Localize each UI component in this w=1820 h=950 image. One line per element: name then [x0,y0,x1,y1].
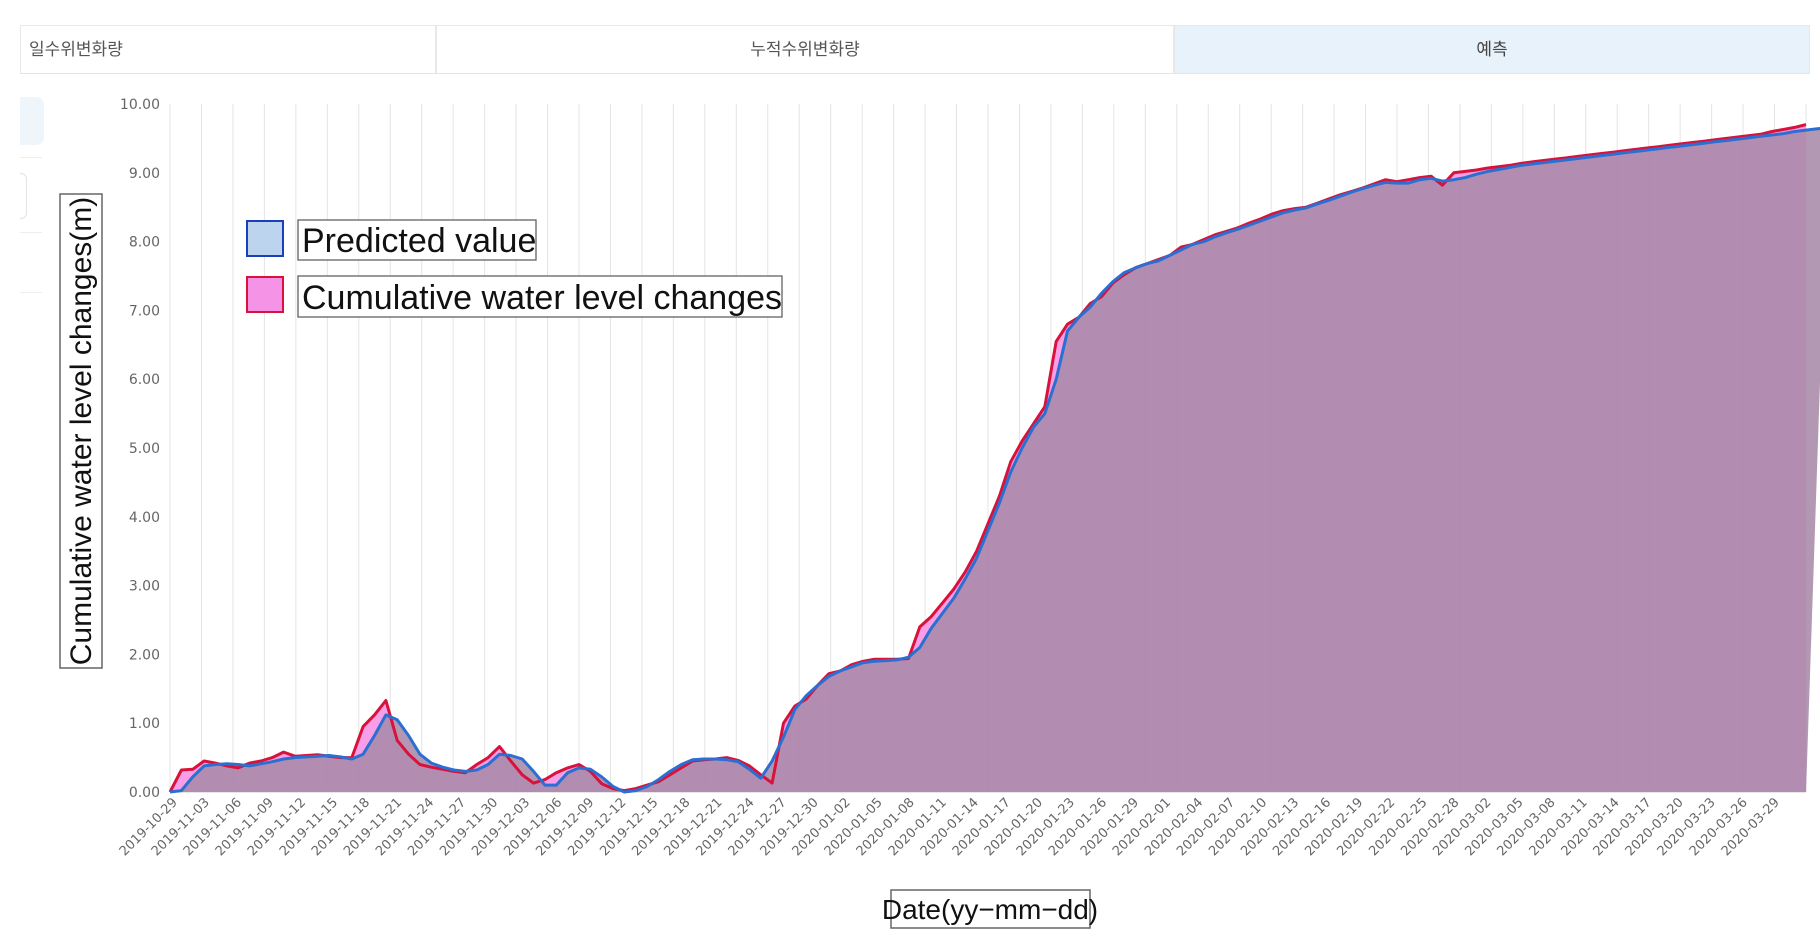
line-cumulative-water-level [168,123,1807,793]
area-predicted-value [170,128,1820,792]
tab-bar: 일수위변화량 누적수위변화량 예측 [20,25,1810,74]
y-tick-label: 0.00 [129,785,160,801]
y-tick-label: 2.00 [129,647,160,663]
side-panel-fragment [20,97,44,145]
x-axis-title: Date(yy−mm−dd) [882,894,1098,925]
y-tick-label: 10.00 [120,97,160,113]
tab-prediction[interactable]: 예측 [1174,25,1810,73]
y-tick-label: 7.00 [129,303,160,319]
y-tick-label: 3.00 [129,579,160,595]
y-tick-label: 6.00 [129,372,160,388]
legend-label-cumulative: Cumulative water level changes [302,279,782,317]
tab-daily-level-change[interactable]: 일수위변화량 [20,25,436,73]
legend-swatch-predicted [246,220,284,257]
y-tick-label: 5.00 [129,441,160,457]
legend-swatch-cumulative [246,276,284,313]
legend-label-predicted: Predicted value [302,222,536,260]
side-divider [20,292,42,293]
y-axis-ticks: 0.00 1.00 2.00 3.00 4.00 5.00 6.00 7.00 8.00 9.00… [120,97,160,801]
side-divider [20,157,42,158]
x-axis-title-box: Date(yy−mm−dd) [882,889,1098,929]
x-axis-ticks: 2019-10-292019-11-032019-11-062019-11-09… [117,795,1783,859]
y-tick-label: 4.00 [129,510,160,526]
legend: Predicted value Cumulative water level c… [246,219,783,318]
y-tick-label: 1.00 [129,716,160,732]
y-tick-label: 9.00 [129,166,160,182]
y-axis-title-box: Cumulative water level changes(m) [59,193,103,669]
y-tick-label: 8.00 [129,235,160,251]
tab-cumulative-level-change[interactable]: 누적수위변화량 [436,25,1174,73]
line-predicted-value [169,126,1820,794]
side-divider [20,232,42,233]
y-axis-title: Cumulative water level changes(m) [65,197,98,666]
